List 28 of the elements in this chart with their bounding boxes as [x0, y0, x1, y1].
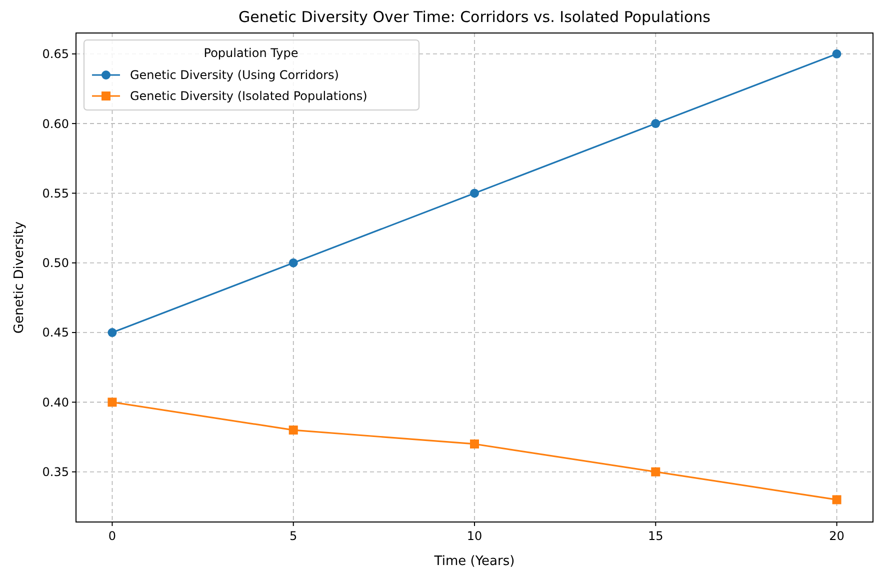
x-tick-label: 15 — [648, 529, 664, 543]
point — [832, 495, 842, 504]
y-tick-label: 0.55 — [42, 186, 69, 200]
point — [832, 49, 842, 58]
x-axis-title: Time (Years) — [433, 554, 515, 569]
chart-title: Genetic Diversity Over Time: Corridors vs. Isolated Populations — [238, 8, 711, 26]
y-tick-label: 0.45 — [42, 326, 69, 340]
legend-label: Genetic Diversity (Isolated Populations) — [130, 89, 368, 104]
legend-title: Population Type — [204, 46, 298, 60]
point — [651, 119, 660, 128]
point — [288, 426, 298, 435]
point — [651, 467, 660, 476]
x-tick-label: 5 — [290, 529, 298, 543]
y-tick-label: 0.35 — [42, 465, 69, 480]
y-tick-label: 0.65 — [42, 47, 69, 62]
x-tick-label: 0 — [108, 529, 116, 543]
y-tick-label: 0.50 — [42, 256, 69, 270]
y-axis-title: Genetic Diversity — [12, 221, 27, 334]
y-tick-label: 0.60 — [42, 116, 69, 131]
point — [288, 258, 298, 268]
x-tick-label: 10 — [466, 529, 482, 543]
point — [108, 398, 117, 407]
point — [108, 328, 117, 338]
x-tick-label: 20 — [829, 529, 844, 543]
y-tick-label: 0.40 — [42, 395, 69, 410]
point — [470, 439, 479, 448]
point — [470, 188, 479, 198]
legend-label: Genetic Diversity (Using Corridors) — [130, 68, 339, 82]
